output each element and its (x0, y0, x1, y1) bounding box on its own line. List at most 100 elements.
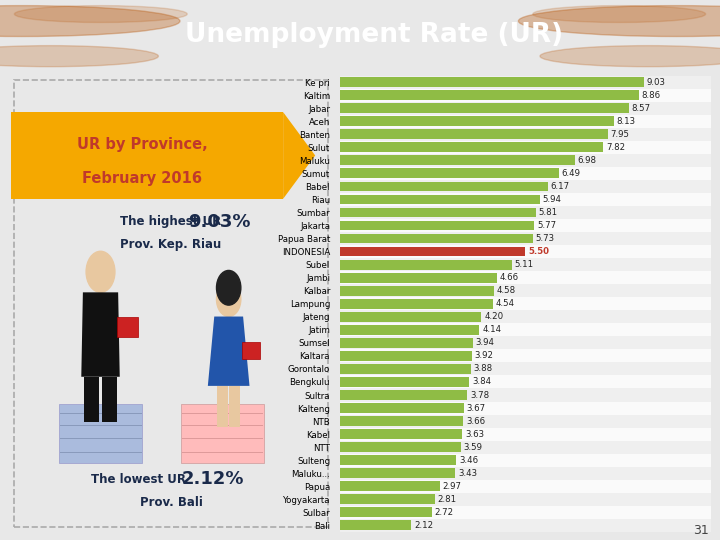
Text: 3.84: 3.84 (472, 377, 491, 387)
Bar (340, 130, 608, 139)
Text: 5.94: 5.94 (543, 195, 562, 204)
Circle shape (217, 271, 241, 305)
Bar (340, 495, 435, 504)
Circle shape (0, 45, 158, 66)
Bar (340, 364, 471, 374)
Text: 8.57: 8.57 (631, 104, 651, 113)
Bar (340, 193, 711, 206)
Bar (340, 221, 534, 231)
Bar (340, 508, 431, 517)
Text: 5.81: 5.81 (539, 208, 557, 217)
Bar (340, 258, 711, 271)
Text: The lowest UR: The lowest UR (91, 473, 186, 486)
Bar (340, 442, 461, 452)
Bar (340, 219, 711, 232)
Bar (340, 336, 711, 349)
Text: 7.95: 7.95 (611, 130, 629, 139)
Bar (340, 102, 711, 114)
Text: 3.46: 3.46 (459, 456, 478, 465)
Bar (340, 521, 411, 530)
Text: 4.58: 4.58 (497, 286, 516, 295)
Bar (340, 415, 711, 428)
Bar (340, 90, 639, 100)
Text: 7.82: 7.82 (606, 143, 625, 152)
Bar (340, 481, 440, 491)
Bar (340, 428, 711, 441)
Text: 6.17: 6.17 (551, 182, 570, 191)
Polygon shape (84, 377, 99, 422)
Polygon shape (102, 377, 117, 422)
Bar (340, 273, 497, 282)
Bar (340, 181, 548, 191)
Bar (340, 271, 711, 284)
Bar (340, 194, 540, 204)
Text: 3.63: 3.63 (465, 430, 484, 438)
Bar (340, 416, 463, 426)
Bar (340, 506, 711, 519)
Bar (340, 206, 711, 219)
Text: Prov. Kep. Riau: Prov. Kep. Riau (120, 238, 222, 251)
Bar (340, 77, 644, 87)
Text: 3.78: 3.78 (470, 390, 489, 400)
Text: 8.86: 8.86 (642, 91, 660, 100)
Text: 9.03%: 9.03% (188, 213, 251, 231)
Text: 3.66: 3.66 (466, 416, 485, 426)
Text: Unemployment Rate (UR): Unemployment Rate (UR) (185, 22, 564, 48)
Bar (340, 338, 472, 348)
Bar (340, 232, 711, 245)
Text: 31: 31 (693, 524, 709, 537)
Bar (340, 403, 464, 413)
Bar (340, 247, 526, 256)
Bar (340, 377, 469, 387)
Text: Prov. Bali: Prov. Bali (140, 496, 202, 509)
Bar (340, 116, 614, 126)
Bar (340, 375, 711, 388)
Bar (340, 299, 493, 309)
Text: 3.88: 3.88 (473, 364, 492, 374)
Polygon shape (229, 386, 240, 427)
Circle shape (86, 251, 115, 292)
Text: 4.20: 4.20 (484, 312, 503, 321)
Bar (340, 429, 462, 439)
Text: 4.54: 4.54 (495, 299, 515, 308)
Bar (340, 156, 575, 165)
FancyBboxPatch shape (59, 404, 142, 463)
Bar (340, 351, 472, 361)
Bar (340, 325, 480, 335)
Text: 3.92: 3.92 (474, 352, 494, 360)
Bar (340, 480, 711, 493)
Text: 6.49: 6.49 (562, 169, 580, 178)
Bar (340, 167, 711, 180)
Bar (340, 180, 711, 193)
Text: 2.12: 2.12 (414, 521, 433, 530)
Text: 2.12%: 2.12% (181, 470, 244, 488)
Text: 3.43: 3.43 (458, 469, 477, 478)
Bar (340, 323, 711, 336)
Text: 5.77: 5.77 (537, 221, 556, 230)
Text: 8.13: 8.13 (616, 117, 636, 126)
Bar (340, 114, 711, 128)
Bar (340, 168, 559, 178)
Bar (340, 455, 456, 465)
Bar (340, 493, 711, 506)
Bar (340, 143, 603, 152)
Bar (340, 260, 512, 269)
Text: The highest UR: The highest UR (120, 215, 222, 228)
Bar (340, 297, 711, 310)
Bar (340, 245, 711, 258)
Bar (340, 312, 482, 322)
Bar (340, 402, 711, 415)
Text: 2.97: 2.97 (443, 482, 462, 491)
Text: 3.59: 3.59 (464, 443, 482, 451)
Text: UR by Province,: UR by Province, (77, 137, 207, 152)
FancyBboxPatch shape (117, 316, 138, 336)
Bar (340, 284, 711, 297)
Bar (340, 467, 711, 480)
Bar (340, 154, 711, 167)
Bar (340, 388, 711, 402)
Text: 5.11: 5.11 (515, 260, 534, 269)
Circle shape (0, 5, 180, 37)
Bar (340, 103, 629, 113)
Bar (340, 207, 536, 218)
Bar (340, 390, 467, 400)
